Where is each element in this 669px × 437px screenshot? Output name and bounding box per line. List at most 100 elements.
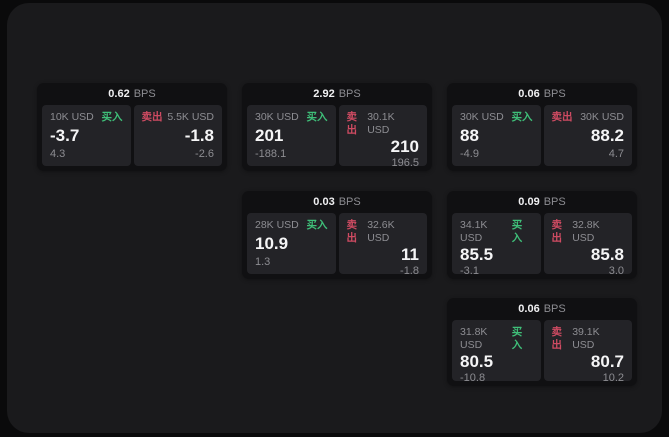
sell-side-label: 卖出 (346, 219, 358, 244)
quote-card-4: 0.03 BPS 28K USD 买入 10.9 1.3 卖出 32.6K US… (242, 191, 432, 279)
buy-tile-header: 28K USD 买入 (255, 219, 328, 232)
sell-change: -2.6 (195, 148, 214, 160)
quote-tiles: 10K USD 买入 -3.7 4.3 卖出 5.5K USD -1.8 -2.… (37, 105, 227, 166)
buy-price: 201 (255, 126, 284, 145)
buy-price: 88 (460, 126, 479, 145)
sell-price: -1.8 (184, 126, 214, 145)
buy-size: 34.1K USD (460, 219, 488, 244)
sell-change: 3.0 (608, 265, 624, 277)
sell-size: 30K USD (580, 111, 624, 123)
buy-side-label: 买入 (306, 219, 328, 231)
quote-card-3: 0.06 BPS 30K USD 买入 88 -4.9 卖出 30K USD 8… (447, 83, 637, 171)
sell-price: 11 (401, 245, 419, 264)
buy-size: 10K USD (50, 111, 94, 123)
sell-change: 10.2 (602, 372, 624, 384)
sell-price: 210 (390, 137, 419, 156)
quote-tiles: 28K USD 买入 10.9 1.3 卖出 32.6K USD 11 -1.8 (242, 213, 432, 277)
sell-change: -1.8 (400, 265, 419, 277)
buy-tile-header: 30K USD 买入 (255, 111, 328, 124)
quote-tiles: 34.1K USD 买入 85.5 -3.1 卖出 32.8K USD 85.8… (447, 213, 637, 277)
buy-price: 10.9 (255, 234, 289, 253)
bps-unit-label: BPS (543, 88, 566, 100)
bps-unit-label: BPS (338, 196, 361, 208)
buy-tile-header: 31.8K USD 买入 (460, 326, 533, 352)
sell-quote-tile[interactable]: 卖出 39.1K USD 80.7 10.2 (543, 320, 632, 384)
bps-value: 2.92 (313, 88, 335, 100)
sell-size: 5.5K USD (167, 111, 214, 123)
quote-card-6: 0.06 BPS 31.8K USD 买入 80.5 -10.8 卖出 39.1… (447, 298, 637, 386)
sell-quote-tile[interactable]: 卖出 30K USD 88.2 4.7 (543, 105, 632, 166)
bps-header: 0.62 BPS (37, 83, 227, 105)
sell-quote-tile[interactable]: 卖出 30.1K USD 210 196.5 (338, 105, 427, 169)
sell-size: 30.1K USD (367, 111, 395, 136)
buy-change: -3.1 (460, 265, 479, 277)
quote-card-5: 0.09 BPS 34.1K USD 买入 85.5 -3.1 卖出 32.8K… (447, 191, 637, 279)
bps-value: 0.09 (518, 196, 540, 208)
bps-value: 0.06 (518, 303, 540, 315)
quote-card-2: 2.92 BPS 30K USD 买入 201 -188.1 卖出 30.1K … (242, 83, 432, 171)
buy-change: -10.8 (460, 372, 486, 384)
bps-unit-label: BPS (543, 196, 566, 208)
sell-size: 39.1K USD (572, 326, 600, 351)
sell-tile-header: 卖出 32.6K USD (347, 219, 420, 245)
buy-quote-tile[interactable]: 30K USD 买入 201 -188.1 (247, 105, 336, 166)
quote-card-1: 0.62 BPS 10K USD 买入 -3.7 4.3 卖出 5.5K USD… (37, 83, 227, 171)
buy-change: -4.9 (460, 148, 479, 160)
sell-price: 88.2 (590, 126, 624, 145)
bps-header: 0.06 BPS (447, 83, 637, 105)
buy-change: -188.1 (255, 148, 287, 160)
buy-size: 30K USD (460, 111, 504, 123)
buy-side-label: 买入 (511, 219, 523, 244)
bps-value: 0.03 (313, 196, 335, 208)
bps-unit-label: BPS (338, 88, 361, 100)
buy-price: 80.5 (460, 352, 494, 371)
buy-tile-header: 10K USD 买入 (50, 111, 123, 124)
buy-size: 28K USD (255, 219, 299, 231)
bps-header: 0.06 BPS (447, 298, 637, 320)
buy-change: 4.3 (50, 148, 66, 160)
sell-size: 32.6K USD (367, 219, 395, 244)
buy-quote-tile[interactable]: 28K USD 买入 10.9 1.3 (247, 213, 336, 274)
buy-tile-header: 30K USD 买入 (460, 111, 533, 124)
sell-side-label: 卖出 (346, 111, 358, 136)
quote-tiles: 31.8K USD 买入 80.5 -10.8 卖出 39.1K USD 80.… (447, 320, 637, 384)
buy-size: 30K USD (255, 111, 299, 123)
sell-quote-tile[interactable]: 卖出 5.5K USD -1.8 -2.6 (133, 105, 222, 166)
buy-side-label: 买入 (306, 111, 328, 123)
bps-unit-label: BPS (543, 303, 566, 315)
bps-unit-label: BPS (133, 88, 156, 100)
buy-quote-tile[interactable]: 34.1K USD 买入 85.5 -3.1 (452, 213, 541, 277)
buy-side-label: 买入 (511, 326, 523, 351)
buy-change: 1.3 (255, 256, 271, 268)
buy-side-label: 买入 (101, 111, 123, 123)
sell-side-label: 卖出 (141, 111, 163, 123)
sell-tile-header: 卖出 32.8K USD (552, 219, 625, 245)
sell-quote-tile[interactable]: 卖出 32.8K USD 85.8 3.0 (543, 213, 632, 277)
sell-side-label: 卖出 (551, 219, 563, 244)
sell-size: 32.8K USD (572, 219, 600, 244)
bps-header: 0.03 BPS (242, 191, 432, 213)
buy-side-label: 买入 (511, 111, 533, 123)
sell-tile-header: 卖出 39.1K USD (552, 326, 625, 352)
sell-price: 85.8 (590, 245, 624, 264)
buy-price: -3.7 (50, 126, 80, 145)
quote-board-panel: 0.62 BPS 10K USD 买入 -3.7 4.3 卖出 5.5K USD… (7, 3, 662, 433)
sell-price: 80.7 (590, 352, 624, 371)
buy-price: 85.5 (460, 245, 494, 264)
sell-tile-header: 卖出 5.5K USD (142, 111, 215, 124)
quote-tiles: 30K USD 买入 88 -4.9 卖出 30K USD 88.2 4.7 (447, 105, 637, 166)
sell-change: 196.5 (391, 157, 419, 169)
buy-size: 31.8K USD (460, 326, 488, 351)
bps-value: 0.06 (518, 88, 540, 100)
sell-tile-header: 卖出 30.1K USD (347, 111, 420, 137)
sell-change: 4.7 (608, 148, 624, 160)
sell-side-label: 卖出 (551, 326, 563, 351)
sell-quote-tile[interactable]: 卖出 32.6K USD 11 -1.8 (338, 213, 427, 277)
buy-quote-tile[interactable]: 31.8K USD 买入 80.5 -10.8 (452, 320, 541, 384)
bps-header: 2.92 BPS (242, 83, 432, 105)
buy-quote-tile[interactable]: 10K USD 买入 -3.7 4.3 (42, 105, 131, 166)
sell-tile-header: 卖出 30K USD (552, 111, 625, 124)
buy-quote-tile[interactable]: 30K USD 买入 88 -4.9 (452, 105, 541, 166)
sell-side-label: 卖出 (551, 111, 573, 123)
buy-tile-header: 34.1K USD 买入 (460, 219, 533, 245)
